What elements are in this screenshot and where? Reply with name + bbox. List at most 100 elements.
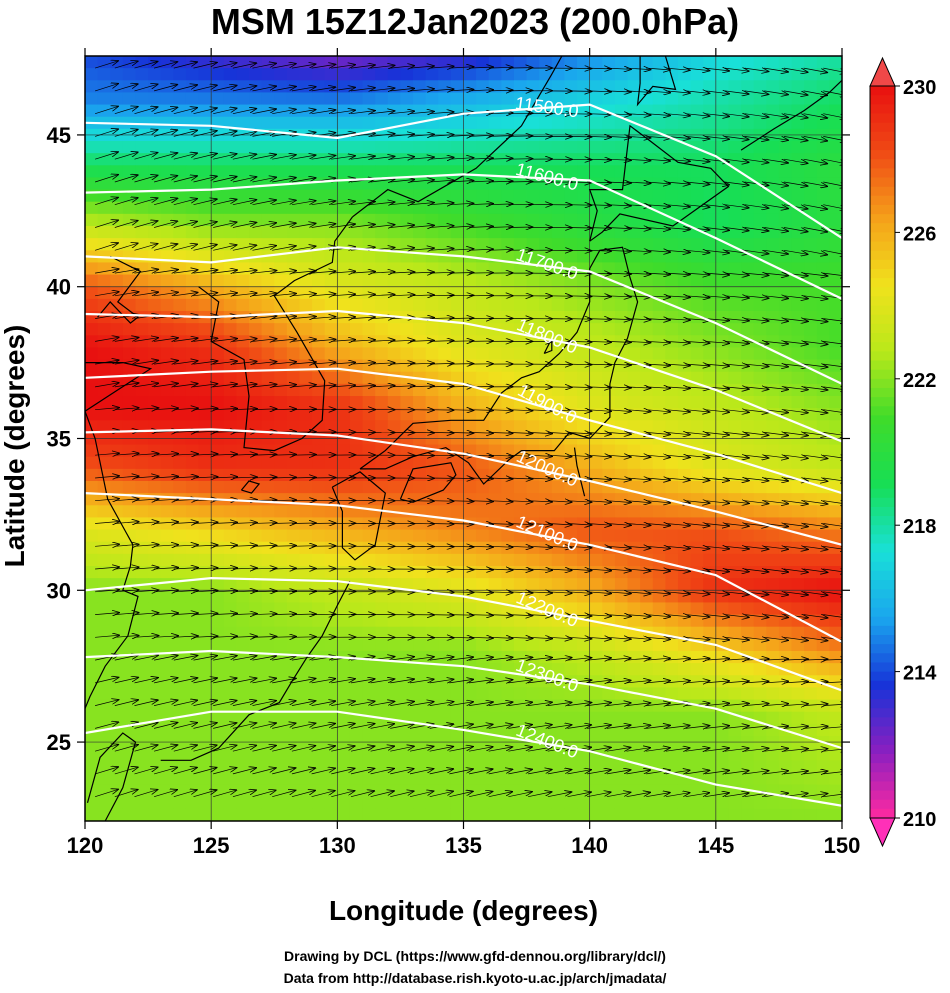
field-cell	[148, 553, 162, 567]
field-cell	[110, 456, 124, 470]
field-cell	[652, 529, 666, 543]
field-cell	[362, 553, 376, 567]
field-cell	[362, 748, 376, 761]
field-cell	[728, 481, 742, 494]
field-cell	[463, 226, 477, 239]
field-cell	[413, 347, 427, 361]
field-cell	[791, 262, 805, 276]
field-cell	[413, 201, 427, 215]
field-cell	[110, 529, 124, 543]
field-cell	[463, 68, 477, 81]
field-cell	[173, 590, 187, 604]
field-cell	[362, 566, 376, 579]
field-cell	[185, 250, 200, 264]
field-cell	[425, 760, 439, 774]
field-cell	[312, 104, 326, 118]
field-cell	[274, 796, 288, 810]
field-cell	[299, 250, 313, 264]
field-cell	[274, 468, 288, 482]
field-cell	[778, 104, 793, 118]
field-cell	[299, 153, 313, 166]
field-cell	[198, 784, 212, 798]
field-cell	[337, 396, 351, 409]
field-cell	[148, 541, 162, 555]
field-cell	[160, 481, 174, 494]
field-cell	[614, 141, 629, 154]
field-cell	[425, 396, 439, 409]
field-cell	[299, 553, 313, 567]
field-cell	[438, 748, 452, 761]
field-cell	[122, 141, 137, 154]
field-cell	[362, 323, 376, 336]
field-cell	[778, 456, 793, 470]
field-cell	[173, 396, 187, 409]
field-cell	[400, 614, 414, 628]
field-cell	[337, 383, 351, 397]
field-cell	[223, 92, 237, 106]
field-cell	[539, 808, 553, 821]
field-cell	[198, 347, 212, 361]
field-cell	[375, 80, 389, 94]
field-cell	[488, 226, 502, 239]
field-cell	[375, 141, 389, 154]
field-cell	[122, 347, 137, 361]
field-cell	[488, 68, 502, 81]
field-cell	[312, 92, 326, 106]
field-cell	[602, 371, 616, 385]
field-cell	[337, 274, 351, 288]
field-cell	[677, 481, 692, 494]
field-cell	[715, 456, 730, 470]
field-cell	[791, 711, 805, 725]
field-cell	[249, 663, 263, 676]
field-cell	[551, 116, 566, 130]
field-cell	[589, 553, 603, 567]
field-cell	[715, 80, 730, 94]
field-cell	[652, 323, 666, 336]
field-cell	[438, 250, 452, 264]
field-cell	[551, 298, 566, 312]
field-cell	[741, 699, 755, 713]
field-cell	[223, 468, 237, 482]
field-cell	[501, 493, 515, 506]
field-cell	[375, 796, 389, 810]
field-cell	[791, 553, 805, 567]
field-cell	[425, 201, 439, 215]
field-cell	[488, 505, 502, 519]
field-cell	[249, 165, 263, 179]
field-cell	[97, 177, 111, 191]
field-cell	[728, 772, 742, 786]
field-cell	[539, 274, 553, 288]
field-cell	[274, 481, 288, 494]
field-cell	[198, 165, 212, 179]
field-cell	[690, 723, 704, 737]
field-cell	[286, 408, 301, 421]
field-cell	[526, 760, 540, 774]
field-cell	[236, 286, 250, 300]
field-cell	[728, 626, 742, 640]
field-cell	[223, 663, 237, 676]
field-cell	[110, 614, 124, 628]
field-cell	[804, 80, 818, 94]
field-cell	[539, 796, 553, 810]
field-cell	[652, 311, 666, 324]
field-cell	[97, 335, 111, 349]
field-cell	[564, 68, 578, 81]
field-cell	[249, 347, 263, 361]
field-cell	[337, 165, 351, 179]
field-cell	[513, 213, 528, 227]
field-cell	[589, 274, 603, 288]
field-cell	[324, 687, 338, 701]
field-cell	[589, 298, 603, 312]
field-cell	[501, 298, 515, 312]
field-cell	[413, 298, 427, 312]
field-cell	[450, 347, 465, 361]
field-cell	[602, 68, 616, 81]
field-cell	[312, 602, 326, 616]
field-cell	[413, 335, 427, 349]
field-cell	[274, 638, 288, 652]
field-cell	[804, 262, 818, 276]
field-cell	[551, 371, 566, 385]
field-cell	[488, 760, 502, 774]
field-cell	[185, 590, 200, 604]
field-cell	[614, 772, 629, 786]
